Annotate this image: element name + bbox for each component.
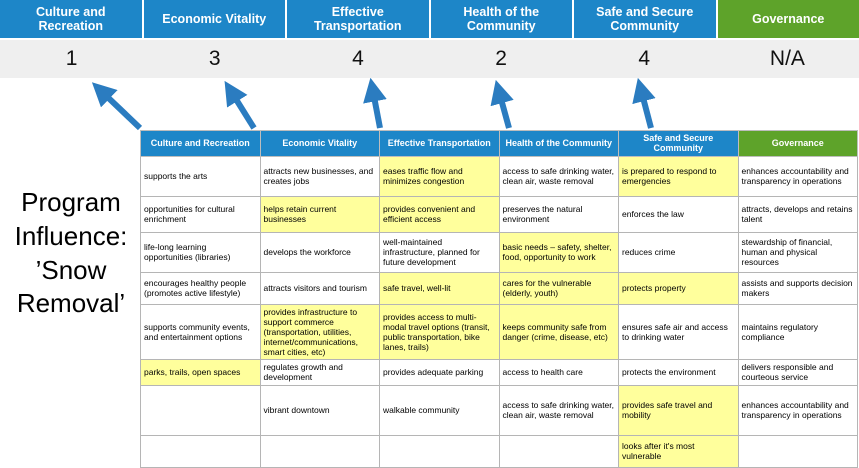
summary-header-safe-and-secure-community: Safe and Secure Community (574, 0, 716, 38)
highlighted-influence-cell: provides access to multi-modal travel op… (380, 304, 500, 359)
summary-header-culture-and-recreation: Culture and Recreation (0, 0, 142, 38)
table-cell: delivers responsible and courteous servi… (738, 359, 858, 385)
up-arrow-icon (372, 86, 380, 128)
table-cell: attracts, develops and retains talent (738, 196, 858, 232)
highlighted-influence-cell: provides infrastructure to support comme… (260, 304, 380, 359)
table-cell: maintains regulatory compliance (738, 304, 858, 359)
table-cell: supports the arts (141, 156, 261, 196)
highlighted-influence-cell: parks, trails, open spaces (141, 359, 261, 385)
table-header-health-of-the-community: Health of the Community (499, 131, 619, 157)
table-cell (738, 435, 858, 467)
table-row: life-long learning opportunities (librar… (141, 232, 858, 272)
table-cell: reduces crime (619, 232, 739, 272)
up-arrow-icon (98, 88, 140, 128)
highlighted-influence-cell: basic needs – safety, shelter, food, opp… (499, 232, 619, 272)
summary-header-effective-transportation: Effective Transportation (287, 0, 429, 38)
highlighted-influence-cell: keeps community safe from danger (crime,… (499, 304, 619, 359)
table-cell: enhances accountability and transparency… (738, 385, 858, 435)
summary-header-row: Culture and Recreation Economic Vitality… (0, 0, 859, 38)
table-cell: access to health care (499, 359, 619, 385)
highlighted-influence-cell: protects property (619, 272, 739, 304)
table-cell: develops the workforce (260, 232, 380, 272)
table-cell (260, 435, 380, 467)
score-health-of-the-community: 2 (430, 40, 573, 78)
highlighted-influence-cell: looks after it's most vulnerable (619, 435, 739, 467)
table-cell: provides adequate parking (380, 359, 500, 385)
summary-header-economic-vitality: Economic Vitality (144, 0, 286, 38)
table-cell: preserves the natural environment (499, 196, 619, 232)
highlighted-influence-cell: provides safe travel and mobility (619, 385, 739, 435)
table-cell (499, 435, 619, 467)
highlighted-influence-cell: eases traffic flow and minimizes congest… (380, 156, 500, 196)
table-cell: attracts new businesses, and creates job… (260, 156, 380, 196)
table-header-economic-vitality: Economic Vitality (260, 131, 380, 157)
table-cell: enhances accountability and transparency… (738, 156, 858, 196)
table-cell: life-long learning opportunities (librar… (141, 232, 261, 272)
table-cell: ensures safe air and access to drinking … (619, 304, 739, 359)
table-row: looks after it's most vulnerable (141, 435, 858, 467)
summary-header-health-of-the-community: Health of the Community (431, 0, 573, 38)
table-cell: access to safe drinking water, clean air… (499, 385, 619, 435)
highlighted-influence-cell: helps retain current businesses (260, 196, 380, 232)
table-header-governance: Governance (738, 131, 858, 157)
table-cell: supports community events, and entertain… (141, 304, 261, 359)
up-arrow-icon (229, 88, 254, 128)
up-arrow-icon (640, 86, 651, 128)
summary-header-governance: Governance (718, 0, 859, 38)
score-economic-vitality: 3 (143, 40, 286, 78)
score-row: 1 3 4 2 4 N/A (0, 40, 859, 78)
table-cell (141, 385, 261, 435)
highlighted-influence-cell: is prepared to respond to emergencies (619, 156, 739, 196)
table-cell: stewardship of financial, human and phys… (738, 232, 858, 272)
table-cell: protects the environment (619, 359, 739, 385)
table-cell: well-maintained infrastructure, planned … (380, 232, 500, 272)
table-header-culture-and-recreation: Culture and Recreation (141, 131, 261, 157)
table-cell (141, 435, 261, 467)
score-effective-transportation: 4 (286, 40, 429, 78)
table-cell (380, 435, 500, 467)
program-influence-label: Program Influence: ’Snow Removal’ (0, 186, 142, 321)
arrows-layer (0, 78, 859, 134)
score-safe-and-secure-community: 4 (573, 40, 716, 78)
highlighted-influence-cell: cares for the vulnerable (elderly, youth… (499, 272, 619, 304)
table-cell: vibrant downtown (260, 385, 380, 435)
table-cell: attracts visitors and tourism (260, 272, 380, 304)
table-cell: encourages healthy people (promotes acti… (141, 272, 261, 304)
highlighted-influence-cell: provides convenient and efficient access (380, 196, 500, 232)
table-row: encourages healthy people (promotes acti… (141, 272, 858, 304)
table-header-safe-and-secure-community: Safe and Secure Community (619, 131, 739, 157)
table-row: supports community events, and entertain… (141, 304, 858, 359)
table-cell: enforces the law (619, 196, 739, 232)
table-cell: walkable community (380, 385, 500, 435)
table-cell: access to safe drinking water, clean air… (499, 156, 619, 196)
table-cell: regulates growth and development (260, 359, 380, 385)
highlighted-influence-cell: safe travel, well-lit (380, 272, 500, 304)
score-culture-and-recreation: 1 (0, 40, 143, 78)
up-arrow-icon (498, 88, 509, 128)
score-governance: N/A (716, 40, 859, 78)
table-header-effective-transportation: Effective Transportation (380, 131, 500, 157)
table-cell: assists and supports decision makers (738, 272, 858, 304)
table-cell: opportunities for cultural enrichment (141, 196, 261, 232)
